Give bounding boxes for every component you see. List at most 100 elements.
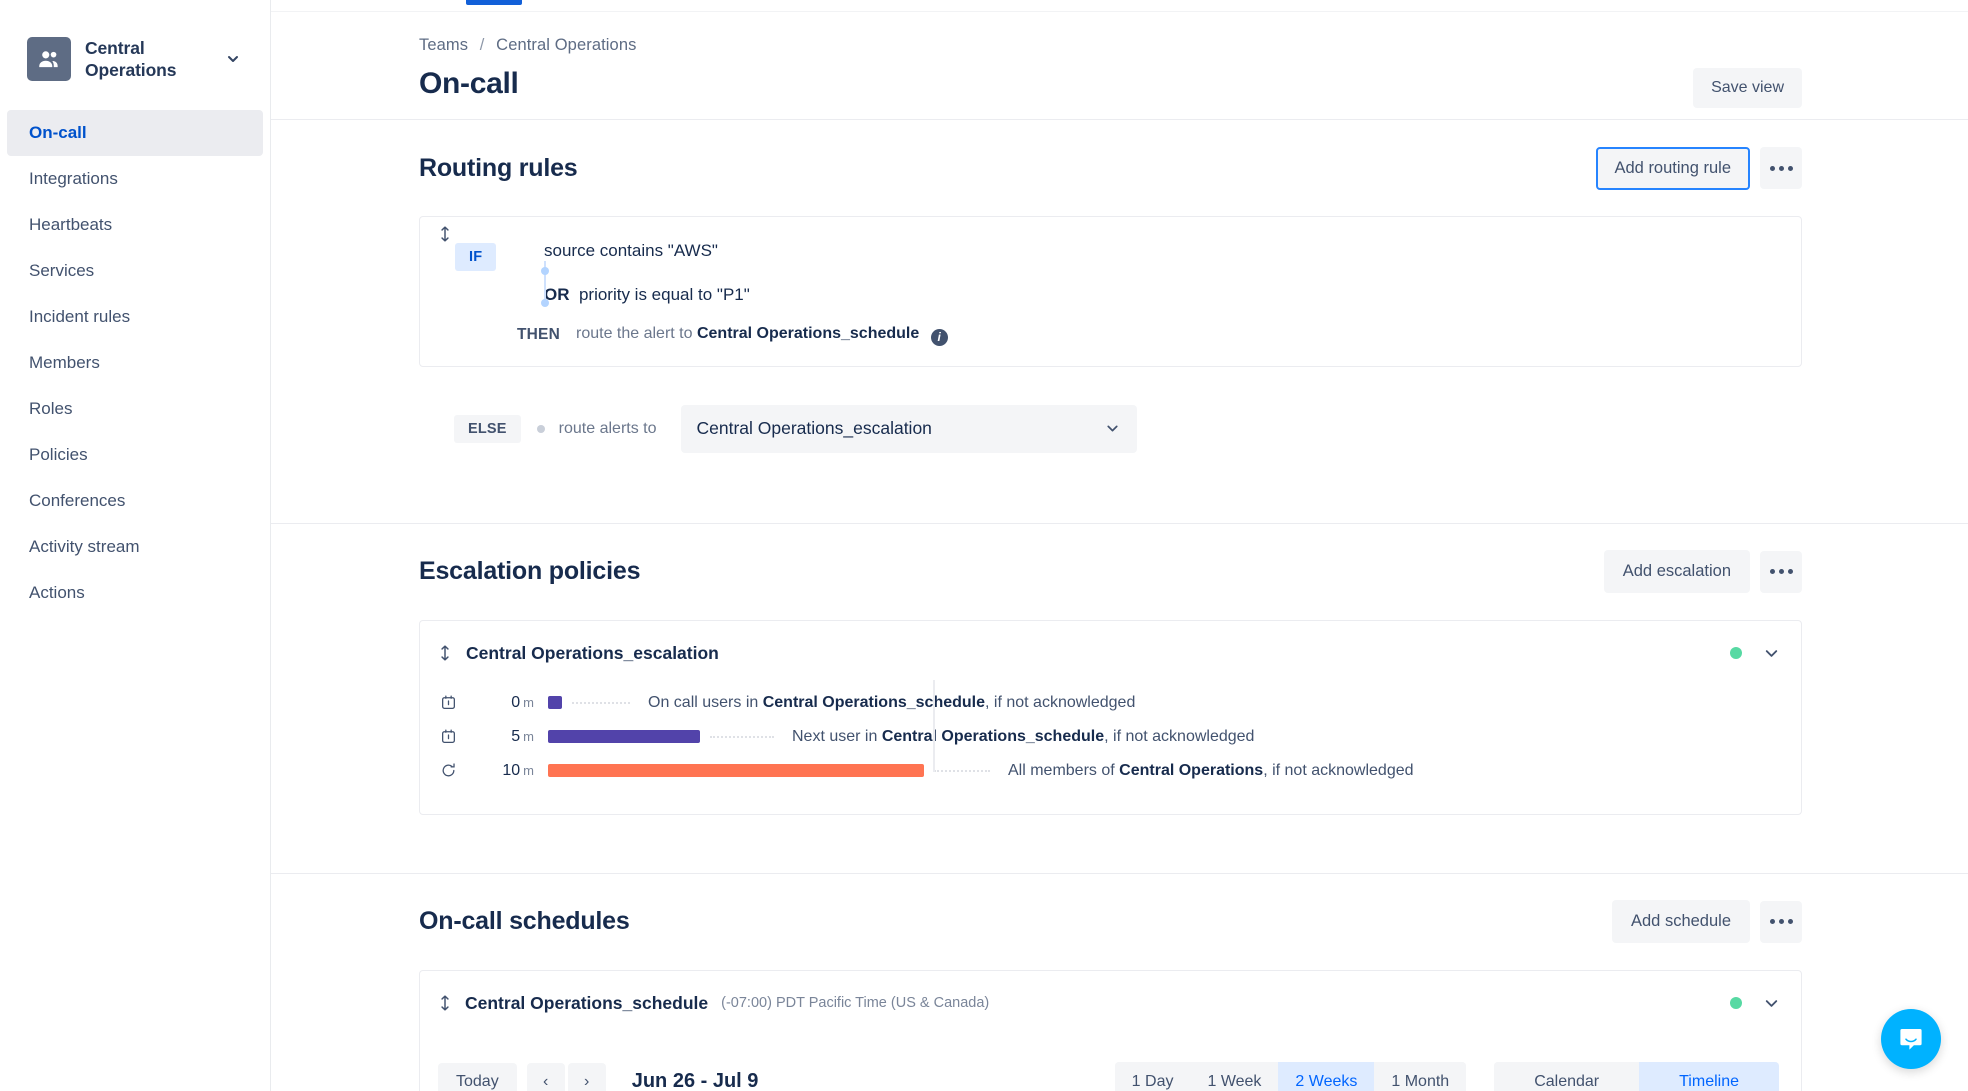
drag-handle-icon[interactable] bbox=[436, 644, 454, 662]
condition-row-2: OR priority is equal to "P1" bbox=[455, 285, 1801, 305]
schedule-header: Central Operations_schedule (-07:00) PDT… bbox=[420, 993, 1801, 1014]
team-switcher[interactable]: Central Operations bbox=[19, 29, 251, 90]
escalation-desc-target: Central Operations_schedule bbox=[881, 727, 1105, 745]
then-row: THEN route the alert to Central Operatio… bbox=[455, 325, 1801, 346]
escalation-time: 0 bbox=[511, 693, 521, 711]
else-route-select-value: Central Operations_escalation bbox=[696, 418, 932, 438]
sidebar-item-integrations[interactable]: Integrations bbox=[7, 156, 263, 202]
sidebar-item-label: Members bbox=[29, 352, 100, 372]
ellipsis-icon bbox=[1769, 165, 1793, 171]
drag-handle-icon[interactable] bbox=[436, 225, 454, 243]
sidebar-item-label: Heartbeats bbox=[29, 214, 113, 234]
info-icon[interactable]: i bbox=[930, 328, 948, 346]
breadcrumb-teams[interactable]: Teams bbox=[419, 36, 469, 54]
condition-1-text[interactable]: source contains "AWS" bbox=[544, 241, 718, 260]
previous-period-button[interactable]: ‹ bbox=[526, 1062, 565, 1091]
if-tag: IF bbox=[455, 243, 497, 271]
escalation-time: 10 bbox=[502, 761, 521, 779]
page-header: Teams / Central Operations On-call Save … bbox=[271, 12, 1968, 119]
chevron-down-icon[interactable] bbox=[1762, 994, 1781, 1013]
team-name: Central Operations bbox=[85, 38, 177, 81]
sidebar: Central Operations On-call Integrations … bbox=[0, 0, 271, 1091]
top-divider bbox=[271, 11, 1968, 12]
view-calendar[interactable]: Calendar bbox=[1494, 1061, 1640, 1091]
condition-dot bbox=[541, 267, 549, 275]
add-schedule-button[interactable]: Add schedule bbox=[1612, 900, 1750, 943]
divider bbox=[271, 522, 1968, 524]
else-row-text: route alerts to bbox=[558, 419, 657, 437]
escalation-dotted-line bbox=[934, 769, 990, 772]
routing-rule-card: IF source contains "AWS" OR priority is … bbox=[419, 216, 1802, 367]
sidebar-item-label: Policies bbox=[29, 444, 88, 464]
routing-rules-title: Routing rules bbox=[419, 153, 578, 182]
today-button[interactable]: Today bbox=[438, 1062, 517, 1091]
ellipsis-icon bbox=[1769, 569, 1793, 574]
sidebar-item-label: Roles bbox=[29, 398, 73, 418]
else-dot bbox=[536, 424, 545, 433]
sidebar-item-on-call[interactable]: On-call bbox=[7, 109, 263, 156]
schedule-name[interactable]: Central Operations_schedule bbox=[465, 992, 709, 1013]
escalation-desc-prefix: On call users in bbox=[648, 693, 759, 711]
sidebar-item-services[interactable]: Services bbox=[7, 248, 263, 294]
sidebar-item-label: Actions bbox=[29, 582, 85, 602]
breadcrumb-separator: / bbox=[479, 36, 485, 54]
escalation-policies-more-button[interactable] bbox=[1760, 550, 1802, 593]
add-escalation-button[interactable]: Add escalation bbox=[1603, 550, 1750, 593]
repeat-icon bbox=[440, 762, 460, 779]
condition-connector bbox=[544, 261, 546, 299]
routing-rules-more-button[interactable] bbox=[1760, 147, 1802, 189]
breadcrumb-current[interactable]: Central Operations bbox=[496, 36, 637, 54]
then-target[interactable]: Central Operations_schedule bbox=[696, 325, 920, 342]
chevron-down-icon[interactable] bbox=[225, 51, 241, 67]
sidebar-item-conferences[interactable]: Conferences bbox=[7, 478, 263, 524]
sidebar-item-heartbeats[interactable]: Heartbeats bbox=[7, 202, 263, 248]
escalation-bar bbox=[548, 730, 700, 743]
sidebar-item-incident-rules[interactable]: Incident rules bbox=[7, 294, 263, 340]
divider bbox=[271, 119, 1968, 120]
escalation-time-unit: m bbox=[523, 694, 534, 710]
add-routing-rule-button[interactable]: Add routing rule bbox=[1595, 146, 1750, 190]
escalation-desc-suffix: , if not acknowledged bbox=[1263, 761, 1414, 779]
escalation-rule-row[interactable]: 10 m All members of Central Operations, i… bbox=[420, 754, 1801, 788]
escalation-policies-section: Escalation policies Add escalation Centr… bbox=[271, 524, 1968, 873]
sidebar-item-actions[interactable]: Actions bbox=[7, 570, 263, 616]
view-timeline[interactable]: Timeline bbox=[1639, 1061, 1779, 1091]
divider bbox=[271, 872, 1968, 874]
else-row: ELSE route alerts to Central Operations_… bbox=[454, 404, 1802, 453]
escalation-desc-suffix: , if not acknowledged bbox=[1104, 727, 1255, 745]
breadcrumb: Teams / Central Operations bbox=[419, 36, 1968, 55]
next-period-button[interactable]: › bbox=[567, 1062, 606, 1091]
escalation-time: 5 bbox=[511, 727, 521, 745]
sidebar-item-label: Integrations bbox=[29, 168, 118, 188]
range-2-weeks[interactable]: 2 Weeks bbox=[1278, 1061, 1375, 1091]
escalation-dotted-line bbox=[710, 735, 774, 738]
page-title: On-call bbox=[419, 67, 519, 100]
sidebar-nav: On-call Integrations Heartbeats Services… bbox=[0, 109, 270, 616]
drag-handle-icon[interactable] bbox=[436, 994, 454, 1012]
chevron-down-icon[interactable] bbox=[1762, 644, 1781, 663]
then-prefix: route the alert to bbox=[576, 325, 693, 342]
range-1-month[interactable]: 1 Month bbox=[1374, 1061, 1467, 1091]
range-1-week[interactable]: 1 Week bbox=[1190, 1061, 1279, 1091]
condition-2-text[interactable]: priority is equal to "P1" bbox=[578, 285, 750, 304]
intercom-chat-button[interactable] bbox=[1881, 1009, 1941, 1069]
sidebar-item-members[interactable]: Members bbox=[7, 340, 263, 386]
sidebar-item-policies[interactable]: Policies bbox=[7, 432, 263, 478]
status-badge bbox=[1730, 997, 1742, 1009]
chat-bubble-icon bbox=[1900, 1029, 1922, 1050]
sidebar-item-activity-stream[interactable]: Activity stream bbox=[7, 524, 263, 570]
else-route-select[interactable]: Central Operations_escalation bbox=[680, 404, 1137, 453]
range-1-day[interactable]: 1 Day bbox=[1114, 1061, 1191, 1091]
schedule-toolbar: Today ‹ › Jun 26 - Jul 9 1 Day 1 Week 2 … bbox=[420, 1061, 1801, 1091]
routing-rules-section: Routing rules Add routing rule IF bbox=[271, 120, 1968, 523]
sidebar-item-roles[interactable]: Roles bbox=[7, 386, 263, 432]
schedules-more-button[interactable] bbox=[1760, 900, 1802, 943]
sidebar-item-label: Services bbox=[29, 260, 95, 280]
save-view-button[interactable]: Save view bbox=[1693, 68, 1802, 108]
escalation-policies-title: Escalation policies bbox=[419, 557, 641, 585]
escalation-policy-name[interactable]: Central Operations_escalation bbox=[466, 642, 719, 663]
